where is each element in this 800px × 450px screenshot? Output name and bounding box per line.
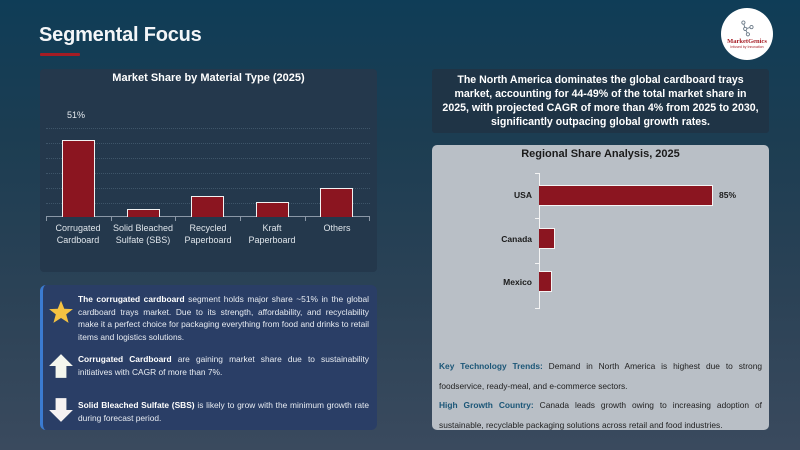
category-label: Corrugated Cardboard — [55, 223, 101, 245]
chart-title: Regional Share Analysis, 2025 — [521, 148, 680, 160]
logo-brand: MarketGenics — [727, 37, 767, 45]
axis-tick — [535, 218, 539, 219]
axis-tick — [175, 217, 176, 221]
gridline — [46, 158, 370, 159]
note-item: Key Technology Trends: Demand in North A… — [439, 361, 763, 391]
bar-data-label: 51% — [66, 110, 85, 120]
chart-title: Market Share by Material Type (2025) — [112, 72, 305, 84]
bar-others — [320, 188, 353, 217]
bar-recycled-paperboard — [191, 196, 224, 217]
bar-kraft-paperboard — [256, 202, 289, 217]
star-icon — [49, 300, 73, 323]
category-label: Kraft Paperboard — [248, 223, 296, 245]
axis-tick — [46, 217, 47, 221]
axis-tick — [111, 217, 112, 221]
gridline — [46, 173, 370, 174]
insights-box: The corrugated cardboard segment holds m… — [40, 285, 377, 430]
bar-corrugated-cardboard — [62, 140, 95, 217]
category-label: Others — [323, 223, 351, 233]
gridline — [46, 128, 370, 129]
molecule-icon — [741, 20, 754, 36]
insight-text: The corrugated cardboard segment holds m… — [78, 294, 369, 342]
bar-sbs — [127, 209, 160, 217]
category-label: USA — [514, 190, 532, 200]
category-label: Canada — [501, 234, 532, 244]
material-share-chart: Market Share by Material Type (2025) 51%… — [40, 69, 377, 272]
title-underline — [40, 53, 80, 56]
company-logo: MarketGenics Infused by Innovation — [721, 8, 773, 60]
regional-notes: Key Technology Trends: Demand in North A… — [439, 357, 762, 435]
axis-tick — [535, 308, 539, 309]
arrow-up-icon — [49, 354, 73, 378]
gridline — [46, 188, 370, 189]
gridline — [46, 143, 370, 144]
insight-text: Corrugated Cardboard are gaining market … — [78, 354, 369, 377]
logo-tagline: Infused by Innovation — [730, 45, 764, 49]
plot-area: 51% — [46, 110, 370, 221]
axis-tick — [535, 263, 539, 264]
bar-mexico — [539, 271, 552, 292]
axis-tick — [535, 173, 539, 174]
page-title: Segmental Focus — [39, 24, 202, 46]
insight-text: Solid Bleached Sulfate (SBS) is likely t… — [78, 400, 369, 423]
regional-share-chart: Regional Share Analysis, 2025 USA 85% Ca… — [432, 145, 769, 430]
bar-usa — [539, 185, 713, 206]
bar-canada — [539, 228, 555, 249]
axis-tick — [305, 217, 306, 221]
arrow-down-icon — [49, 398, 73, 422]
axis-tick — [369, 217, 370, 221]
axis-tick — [240, 217, 241, 221]
market-summary: The North America dominates the global c… — [432, 69, 769, 133]
category-label: Mexico — [503, 277, 532, 287]
bar-data-label: 85% — [719, 190, 737, 200]
note-item: High Growth Country: Canada leads growth… — [439, 400, 762, 430]
category-label: Solid Bleached Sulfate (SBS) — [112, 223, 174, 245]
category-label: Recycled Paperboard — [184, 223, 232, 245]
